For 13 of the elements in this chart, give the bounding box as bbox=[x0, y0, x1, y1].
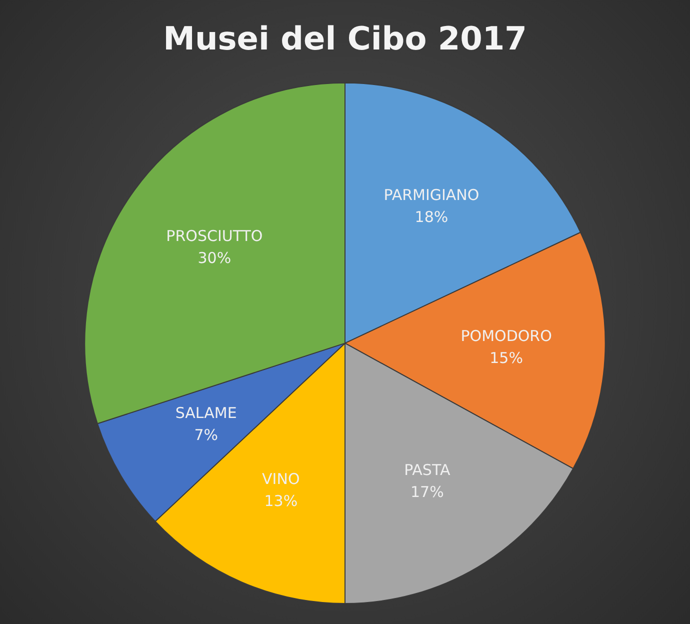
chart-title: Musei del Cibo 2017 bbox=[163, 20, 527, 58]
slice-label: PASTA bbox=[404, 461, 451, 479]
data-label: 13% bbox=[264, 492, 298, 510]
slice-label: POMODORO bbox=[460, 327, 552, 346]
data-label: 30% bbox=[198, 249, 232, 268]
data-label: 17% bbox=[410, 483, 444, 501]
slice-label: PARMIGIANO bbox=[384, 186, 480, 204]
slice-label: VINO bbox=[262, 470, 300, 488]
slice-label: PROSCIUTTO bbox=[166, 227, 263, 246]
data-label: 18% bbox=[414, 208, 448, 226]
slice-label: SALAME bbox=[175, 404, 237, 422]
data-label: 7% bbox=[194, 426, 218, 444]
data-label: 15% bbox=[490, 349, 523, 368]
